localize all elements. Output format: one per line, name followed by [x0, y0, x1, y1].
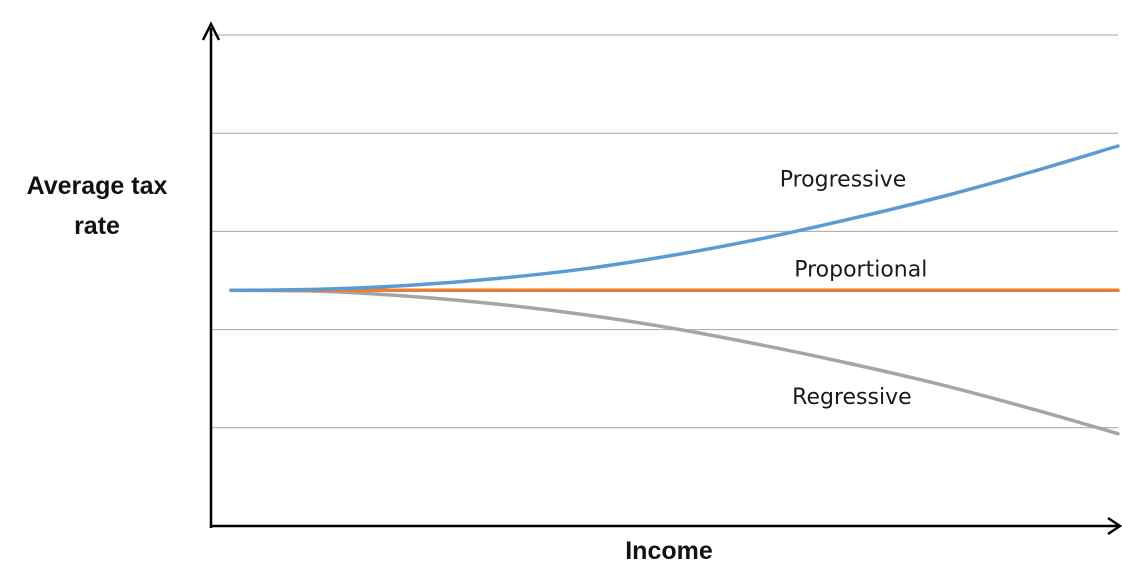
x-axis-arrow: [1107, 516, 1122, 536]
gridlines: [211, 34, 1118, 429]
series-lines: [229, 144, 1120, 436]
y-axis-label-line-1: Average tax: [27, 172, 168, 200]
series-label-progressive: Progressive: [780, 168, 907, 193]
series-labels: Progressive Proportional Regressive: [780, 168, 928, 410]
series-label-proportional: Proportional: [794, 257, 927, 282]
series-label-regressive: Regressive: [792, 385, 912, 410]
y-axis-arrow: [201, 21, 221, 41]
series-line-progressive: [229, 144, 1120, 293]
x-axis-label: Income: [625, 537, 713, 563]
series-line-regressive: [229, 288, 1120, 436]
y-axis-label-line-2: rate: [74, 212, 120, 240]
